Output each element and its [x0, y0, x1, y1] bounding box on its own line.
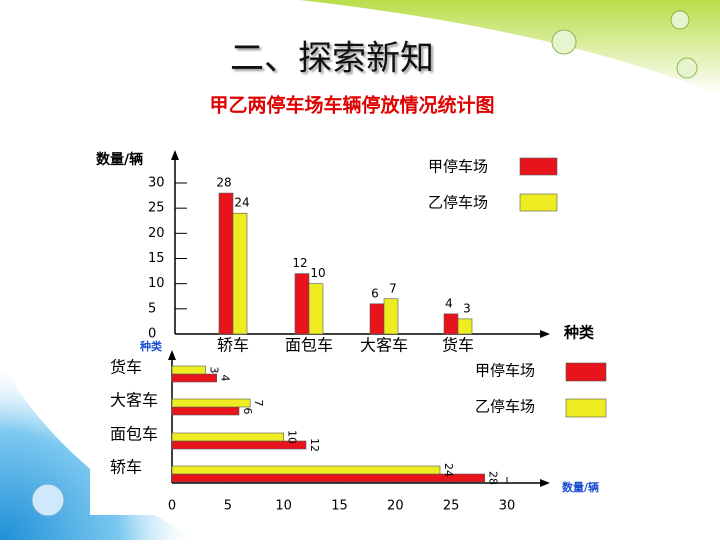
- data-label: 6: [241, 408, 254, 415]
- data-label: 3: [463, 301, 471, 315]
- bar: [171, 398, 251, 408]
- y-tick-label: 20: [148, 226, 165, 241]
- x-axis-label: 数量/辆: [562, 480, 599, 494]
- x-tick-label: 20: [387, 499, 404, 514]
- x-tick-label: 25: [443, 499, 460, 514]
- legend-label: 乙停车场: [475, 398, 535, 416]
- x-tick-label: 面包车: [285, 336, 333, 355]
- x-tick-label: 10: [275, 499, 292, 514]
- bar: [308, 283, 324, 335]
- y-tick-label: 轿车: [110, 458, 142, 477]
- chart-subtitle: 甲乙两停车场车辆停放情况统计图: [209, 94, 494, 117]
- x-tick-label: 大客车: [360, 336, 408, 355]
- y-tick-label: 大客车: [110, 391, 158, 410]
- droplet: [670, 10, 690, 30]
- legend-label: 甲停车场: [475, 362, 535, 380]
- bar: [294, 273, 310, 335]
- data-label: 24: [442, 463, 455, 477]
- data-label: 6: [371, 286, 379, 300]
- y-tick-label: 面包车: [110, 425, 158, 444]
- data-label: 4: [219, 375, 232, 382]
- x-arrow: [540, 330, 550, 338]
- data-label: 28: [487, 471, 500, 485]
- bar: [171, 373, 217, 383]
- bar: [171, 432, 284, 442]
- bar: [443, 313, 459, 335]
- y-tick-label: 15: [148, 251, 165, 266]
- data-label: 4: [445, 296, 453, 310]
- bar: [457, 318, 473, 335]
- droplet: [31, 483, 65, 517]
- x-tick-label: 30: [499, 499, 516, 514]
- y-tick-label: 5: [148, 301, 156, 316]
- x-tick-label: 货车: [442, 336, 474, 355]
- x-tick-label: 15: [331, 499, 348, 514]
- bar: [232, 212, 248, 335]
- y-tick-label: 0: [148, 327, 156, 342]
- data-label: 7: [252, 400, 265, 407]
- legend-swatch: [519, 193, 558, 212]
- data-label: 28: [216, 176, 231, 190]
- droplet: [551, 29, 577, 55]
- data-label: 24: [234, 196, 249, 210]
- legend-label: 甲停车场: [428, 158, 488, 176]
- y-axis-label: 种类: [139, 339, 163, 353]
- y-axis-label: 数量/辆: [96, 151, 143, 168]
- bar: [383, 298, 399, 335]
- droplet: [676, 57, 698, 79]
- x-tick-label: 5: [224, 499, 232, 514]
- bar: [171, 465, 441, 475]
- legend-swatch: [565, 398, 607, 418]
- bar: [218, 192, 234, 335]
- x-axis-label: 种类: [563, 324, 595, 342]
- x-tick-label: 0: [168, 499, 176, 514]
- bar: [369, 303, 385, 335]
- bar: [171, 473, 485, 483]
- data-label: 10: [310, 266, 325, 280]
- legend-swatch: [565, 362, 607, 382]
- bar: [171, 406, 240, 416]
- y-arrow: [171, 150, 179, 160]
- data-label: 7: [389, 281, 397, 295]
- legend-swatch: [519, 157, 558, 176]
- x-tick-label: 轿车: [217, 336, 249, 355]
- data-label: 12: [292, 256, 307, 270]
- y-tick-label: 25: [148, 201, 165, 216]
- y-tick-label: 30: [148, 176, 165, 191]
- y-tick-label: 货车: [110, 358, 142, 377]
- data-label: 12: [308, 438, 321, 452]
- data-label: 3: [208, 367, 221, 374]
- bar: [171, 365, 206, 375]
- y-tick-label: 10: [148, 276, 165, 291]
- top-decoration: [300, 0, 720, 95]
- data-label: 10: [286, 430, 299, 444]
- legend-label: 乙停车场: [428, 194, 488, 212]
- x-arrow: [540, 479, 550, 487]
- y-arrow: [168, 350, 176, 360]
- slide-title: 二、探索新知: [230, 39, 434, 79]
